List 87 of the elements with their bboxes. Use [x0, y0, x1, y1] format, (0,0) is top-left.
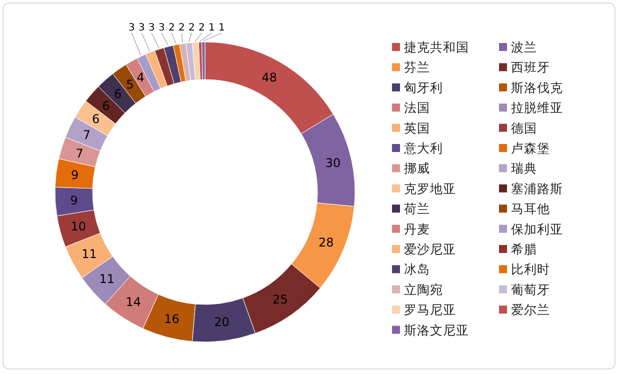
legend-label: 斯洛文尼亚 [404, 322, 469, 338]
data-label: 25 [272, 292, 288, 307]
data-label: 5 [126, 77, 134, 92]
legend-item: 爱沙尼亚 [392, 242, 456, 256]
legend-label: 挪威 [404, 160, 430, 176]
data-label: 1 [208, 22, 215, 34]
legend-item: 荷兰 [392, 201, 430, 216]
legend-item: 葡萄牙 [499, 282, 550, 297]
data-label: 3 [158, 22, 165, 34]
legend-item: 比利时 [499, 262, 550, 277]
legend-label: 马耳他 [511, 201, 550, 216]
legend-label: 拉脱维亚 [511, 100, 563, 116]
data-label: 2 [168, 22, 175, 34]
data-label: 2 [178, 22, 185, 34]
legend-label: 德国 [511, 120, 537, 136]
legend-item: 波兰 [499, 40, 537, 54]
legend-item: 西班牙 [499, 60, 550, 75]
legend-label: 瑞典 [511, 160, 537, 176]
legend-item: 拉脱维亚 [499, 100, 563, 116]
data-label: 9 [71, 168, 79, 182]
data-label: 6 [114, 86, 122, 101]
data-label: 48 [262, 70, 278, 85]
legend-item: 捷克共和国 [392, 40, 469, 54]
legend-label: 克罗地亚 [404, 180, 456, 196]
legend-label: 卢森堡 [511, 140, 550, 156]
legend-item: 德国 [499, 120, 537, 136]
data-label: 20 [214, 315, 230, 330]
legend-label: 希腊 [511, 242, 537, 256]
legend-item: 匈牙利 [392, 80, 443, 95]
legend-label: 波兰 [511, 40, 537, 54]
legend-item: 丹麦 [392, 221, 430, 236]
legend-item: 保加利亚 [499, 221, 563, 236]
data-label: 9 [70, 193, 78, 208]
legend-label: 英国 [404, 120, 430, 136]
legend-item: 罗马尼亚 [392, 302, 456, 318]
legend-item: 英国 [392, 120, 430, 136]
data-label: 11 [99, 272, 115, 286]
data-label: 3 [138, 22, 145, 34]
data-label: 10 [70, 220, 86, 234]
legend-item: 塞浦路斯 [499, 180, 563, 196]
legend-label: 匈牙利 [404, 80, 443, 95]
data-label: 3 [148, 22, 155, 34]
data-label: 3 [128, 22, 135, 34]
data-label: 2 [188, 22, 195, 34]
legend-item: 斯洛伐克 [499, 80, 563, 95]
legend-item: 冰岛 [392, 262, 430, 277]
legend-item: 马耳他 [499, 201, 550, 216]
legend-label: 捷克共和国 [404, 40, 469, 54]
legend-label: 葡萄牙 [511, 282, 550, 297]
legend-label: 法国 [404, 100, 430, 116]
legend-item: 卢森堡 [499, 140, 550, 156]
data-label: 4 [136, 70, 144, 85]
legend-item: 希腊 [499, 242, 537, 256]
legend-item: 挪威 [392, 160, 430, 176]
legend-item: 意大利 [392, 140, 443, 156]
legend-label: 保加利亚 [511, 221, 563, 236]
legend-label: 西班牙 [511, 60, 550, 75]
legend-item: 立陶宛 [392, 282, 443, 297]
data-label: 2 [198, 22, 205, 34]
legend-label: 罗马尼亚 [404, 302, 456, 318]
legend-item: 爱尔兰 [499, 302, 550, 318]
legend-label: 塞浦路斯 [511, 180, 563, 196]
legend-label: 比利时 [511, 262, 550, 277]
data-label: 7 [76, 146, 84, 160]
legend-label: 爱沙尼亚 [404, 242, 456, 256]
legend-item: 芬兰 [392, 60, 430, 75]
data-label: 16 [164, 312, 180, 326]
data-label: 1 [218, 22, 225, 34]
legend-label: 冰岛 [404, 262, 430, 277]
legend-label: 斯洛伐克 [511, 80, 563, 95]
legend-item: 法国 [392, 100, 430, 116]
data-label: 30 [325, 156, 341, 170]
legend-label: 意大利 [403, 140, 443, 156]
legend-label: 丹麦 [404, 221, 430, 236]
legend-label: 芬兰 [404, 60, 430, 75]
data-label: 14 [126, 295, 142, 309]
legend-item: 克罗地亚 [392, 180, 456, 196]
legend-item: 瑞典 [499, 160, 537, 176]
data-label: 7 [82, 128, 91, 142]
data-label: 11 [82, 246, 97, 261]
data-label: 6 [102, 98, 110, 113]
data-label: 6 [92, 112, 100, 126]
legend-label: 立陶宛 [404, 282, 443, 297]
legend-item: 斯洛文尼亚 [392, 322, 469, 338]
legend-label: 荷兰 [404, 201, 430, 216]
legend-label: 爱尔兰 [511, 302, 550, 318]
data-label: 28 [318, 236, 334, 250]
